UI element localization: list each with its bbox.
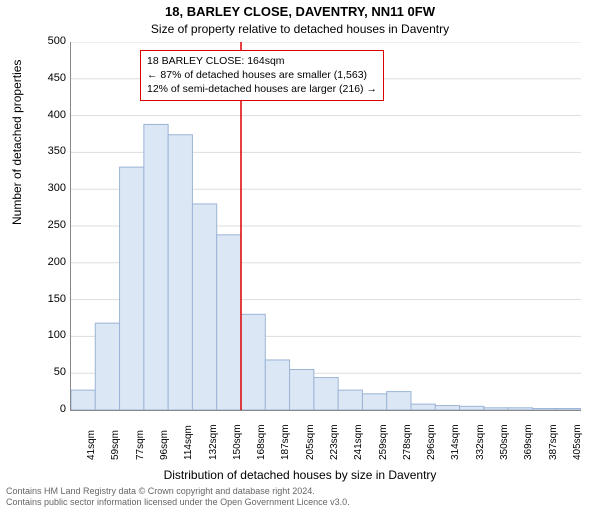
annotation-line3: 12% of semi-detached houses are larger (… [147, 82, 377, 96]
annotation-box: 18 BARLEY CLOSE: 164sqm ← 87% of detache… [140, 50, 384, 101]
chart-subtitle: Size of property relative to detached ho… [0, 22, 600, 36]
y-axis-label: Number of detached properties [10, 60, 24, 225]
chart-container: { "title": "18, BARLEY CLOSE, DAVENTRY, … [0, 0, 600, 500]
chart-title: 18, BARLEY CLOSE, DAVENTRY, NN11 0FW [0, 4, 600, 19]
histogram-bars [71, 124, 581, 410]
footer-text: Contains HM Land Registry data © Crown c… [6, 486, 350, 508]
x-axis-label: Distribution of detached houses by size … [0, 468, 600, 482]
annotation-line2: ← 87% of detached houses are smaller (1,… [147, 68, 377, 82]
annotation-line1: 18 BARLEY CLOSE: 164sqm [147, 54, 377, 68]
